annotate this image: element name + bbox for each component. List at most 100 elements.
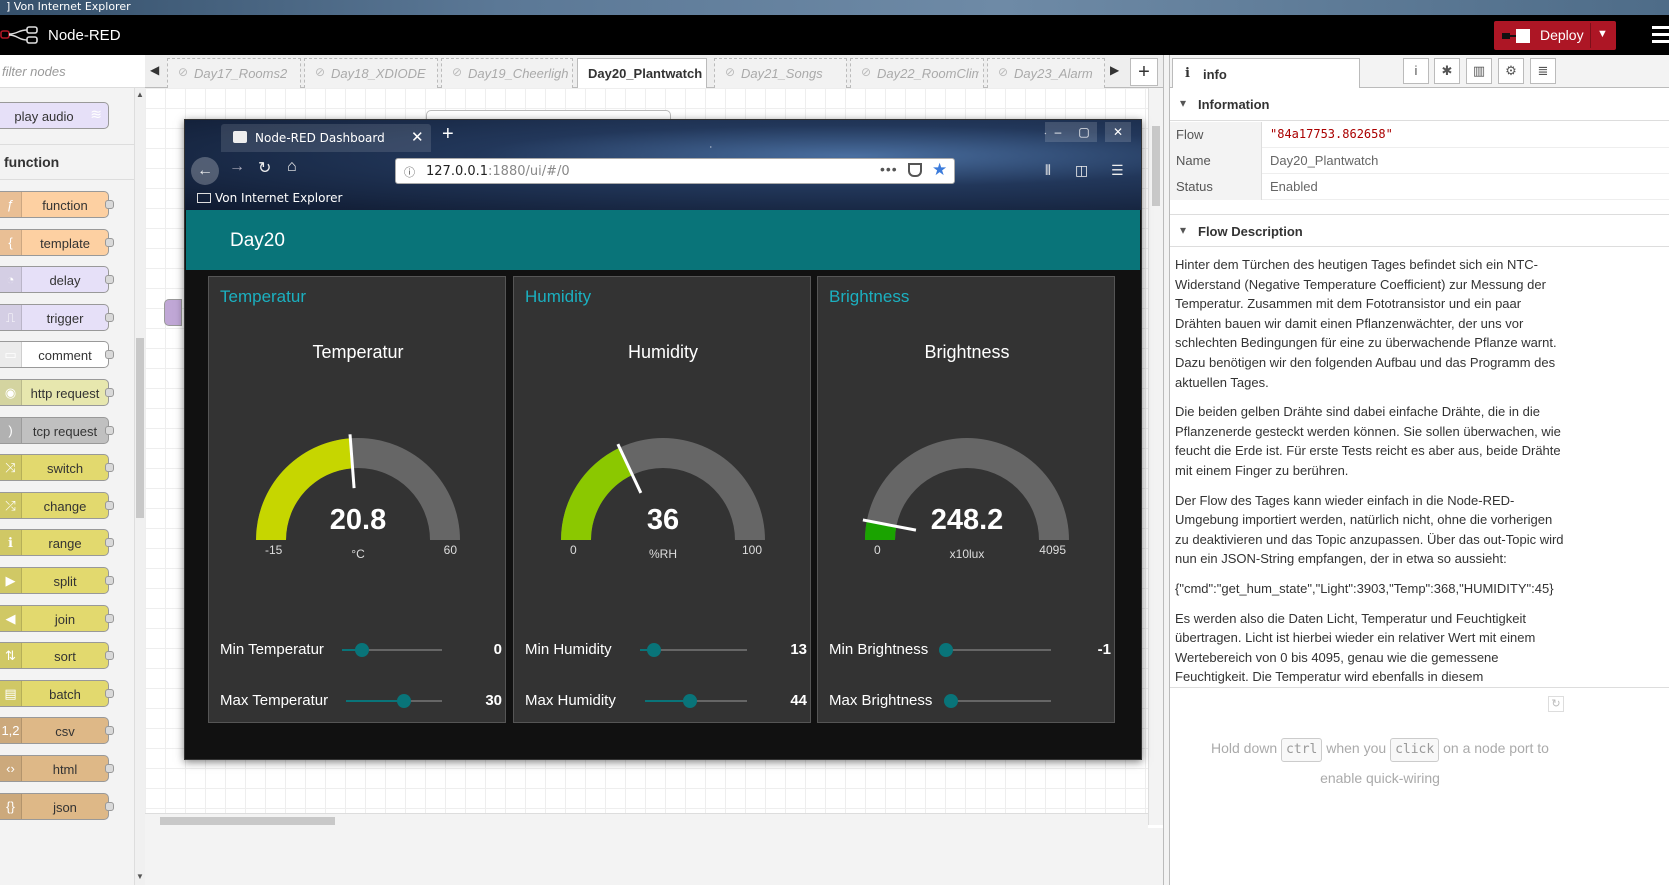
refresh-tip-icon[interactable]: ↻ (1548, 696, 1564, 712)
output-port[interactable] (105, 312, 114, 322)
tab-Day21_Songs[interactable]: ⊘ Day21_Songs (714, 58, 847, 88)
slider-knob[interactable] (944, 694, 958, 708)
palette-node-batch[interactable]: ▤ batch (0, 679, 114, 707)
minimize-icon[interactable]: – (1045, 122, 1071, 142)
new-tab-icon[interactable]: + (442, 123, 454, 145)
address-bar[interactable]: ⓘ 127.0.0.1:1880/ui/#/0 ••• ★ (395, 158, 955, 184)
slider-track[interactable] (944, 694, 1051, 708)
browser-menu-icon[interactable]: ☰ (1111, 162, 1124, 178)
palette-filter-input[interactable]: filter nodes (0, 55, 145, 88)
slider-knob[interactable] (396, 694, 411, 708)
palette-category-function[interactable]: function (0, 144, 134, 180)
deploy-button[interactable]: Deploy ▼ (1494, 21, 1616, 50)
tabs-scroll-left-icon[interactable]: ◀ (150, 63, 160, 77)
forward-icon[interactable]: → (229, 158, 245, 175)
output-port[interactable] (105, 764, 114, 773)
deploy-dropdown-caret-icon[interactable]: ▼ (1597, 28, 1608, 40)
config-tab-button[interactable]: ⚙ (1498, 58, 1524, 84)
canvas-horizontal-scrollbar[interactable] (145, 813, 1148, 828)
palette-node-switch[interactable]: ⤨ switch (0, 454, 114, 482)
page-actions-icon[interactable]: ••• (880, 161, 898, 177)
palette-node-comment[interactable]: ▭ comment (0, 341, 114, 369)
flow-description-section-header[interactable]: ▾ Flow Description (1170, 214, 1669, 247)
maximize-icon[interactable]: ▢ (1071, 122, 1097, 142)
back-icon[interactable]: ← (191, 157, 219, 185)
slider-track[interactable] (342, 643, 442, 657)
palette-node-json[interactable]: {} json (0, 792, 114, 820)
close-window-icon[interactable]: ✕ (1105, 122, 1131, 142)
palette-node-tcp-request[interactable]: ) tcp request (0, 416, 114, 444)
sidebar-splitter[interactable] (1163, 55, 1170, 885)
canvas-vscroll-thumb[interactable] (1152, 126, 1160, 206)
output-port[interactable] (105, 463, 114, 473)
canvas-node-partial[interactable] (426, 110, 671, 119)
palette-node-play-audio[interactable]: play audio ≋ (0, 102, 109, 129)
output-port[interactable] (105, 688, 114, 698)
palette-node-range[interactable]: ℹ range (0, 529, 114, 557)
pocket-icon[interactable] (908, 163, 922, 177)
home-icon[interactable]: ⌂ (287, 158, 297, 175)
output-port[interactable] (105, 726, 114, 736)
sidebar-tab-info[interactable]: i info (1172, 58, 1360, 89)
palette-node-join[interactable]: ◀ join (0, 604, 114, 632)
close-tab-icon[interactable]: ✕ (411, 129, 424, 146)
output-port[interactable] (105, 500, 114, 510)
palette-node-split[interactable]: ▶ split (0, 567, 114, 594)
output-port[interactable] (105, 651, 114, 661)
slider-track[interactable] (939, 643, 1051, 657)
output-port[interactable] (105, 388, 114, 397)
tab-Day20_Plantwatch[interactable]: Day20_Plantwatch (577, 58, 707, 89)
output-port[interactable] (105, 613, 114, 623)
browser-tab[interactable]: Node-RED Dashboard ✕ (221, 124, 431, 152)
palette-node-sort[interactable]: ⇅ sort (0, 642, 114, 670)
palette-node-http-request[interactable]: ◉ http request (0, 379, 114, 406)
palette-node-trigger[interactable]: ⎍ trigger (0, 303, 114, 331)
main-menu-icon[interactable] (1652, 26, 1669, 44)
slider-knob[interactable] (939, 643, 953, 657)
palette-node-delay[interactable]: ◔ delay (0, 266, 114, 294)
canvas-hscroll-thumb[interactable] (160, 817, 335, 825)
slider-track[interactable] (346, 694, 442, 708)
tab-Day23_Alarm[interactable]: ⊘ Day23_Alarm (987, 58, 1105, 88)
canvas-vertical-scrollbar[interactable] (1148, 88, 1163, 825)
tab-Day19_Cheerligh[interactable]: ⊘ Day19_Cheerligh (441, 58, 573, 88)
dashboard-tab-button[interactable]: ▥ (1466, 58, 1492, 84)
palette-scrollbar-thumb[interactable] (136, 338, 144, 518)
sidebar-toggle-icon[interactable]: ◫ (1075, 162, 1089, 178)
scroll-down-icon[interactable]: ▼ (136, 872, 144, 881)
palette-node-function[interactable]: ƒ function (0, 191, 114, 218)
slider-knob[interactable] (646, 643, 661, 657)
bookmark-star-icon[interactable]: ★ (932, 160, 948, 179)
palette-scrollbar[interactable]: ▲ ▼ (134, 88, 145, 885)
output-port[interactable] (105, 425, 114, 435)
tab-Day18_XDIODE[interactable]: ⊘ Day18_XDIODE (304, 58, 438, 88)
output-port[interactable] (105, 538, 114, 548)
palette-node-template[interactable]: {template (0, 228, 114, 256)
palette-node-html[interactable]: ‹› html (0, 755, 114, 782)
site-info-icon[interactable]: ⓘ (404, 167, 415, 179)
debug-tab-button[interactable]: ✱ (1434, 58, 1460, 84)
output-port[interactable] (105, 200, 114, 209)
slider-knob[interactable] (355, 643, 369, 657)
bookmark-folder[interactable]: Von Internet Explorer (197, 191, 342, 205)
canvas-node-partial[interactable] (164, 299, 182, 326)
reload-icon[interactable]: ↻ (258, 160, 272, 177)
output-port[interactable] (105, 350, 114, 360)
add-flow-button[interactable]: + (1130, 58, 1158, 86)
slider-track[interactable] (640, 643, 747, 657)
tab-Day17_Rooms2[interactable]: ⊘ Day17_Rooms2 (167, 58, 301, 88)
palette-node-change[interactable]: ⤮ change (0, 491, 114, 519)
information-section-header[interactable]: ▾ Information (1170, 88, 1669, 121)
scroll-up-icon[interactable]: ▲ (136, 90, 144, 99)
tab-Day22_RoomClim[interactable]: ⊘ Day22_RoomClim (850, 58, 984, 88)
output-port[interactable] (105, 576, 114, 585)
palette-node-csv[interactable]: 1,2 csv (0, 717, 114, 745)
slider-track[interactable] (645, 694, 747, 708)
tabs-scroll-right-icon[interactable]: ▶ (1110, 63, 1120, 77)
slider-knob[interactable] (682, 694, 697, 708)
output-port[interactable] (105, 801, 114, 811)
output-port[interactable] (105, 275, 114, 285)
library-icon[interactable]: ⫴ (1045, 162, 1051, 178)
context-tab-button[interactable]: ≣ (1530, 58, 1556, 84)
output-port[interactable] (105, 237, 114, 247)
